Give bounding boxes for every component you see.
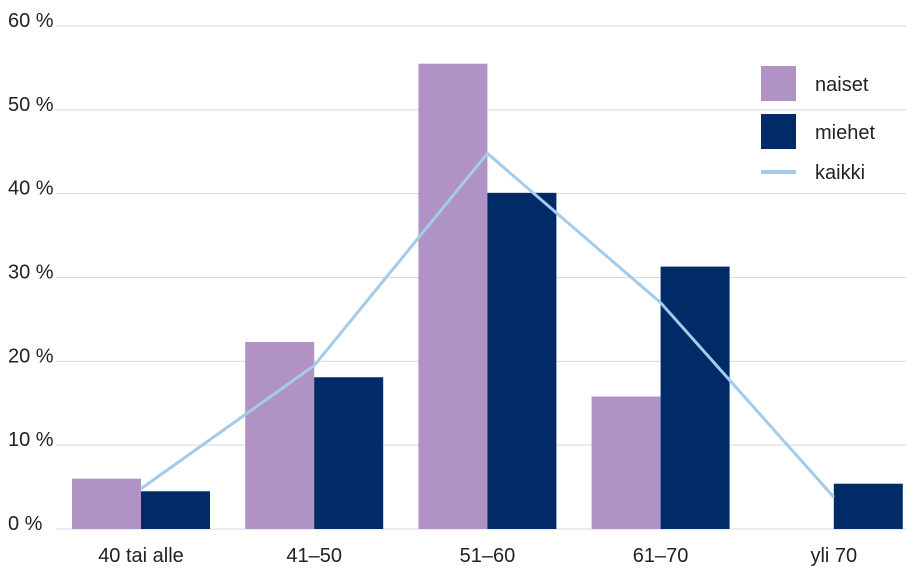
legend-swatch-naiset [761,66,796,101]
legend-label-kaikki: kaikki [815,162,865,184]
bar-miehet [487,192,557,529]
x-tick-label: 51–60 [460,545,516,567]
bar-miehet [833,483,903,529]
y-axis-ticks: 0 % 10 % 20 % 30 % 40 % 50 % 60 % [8,10,54,535]
y-tick-label: 30 % [8,262,54,284]
bar-naiset [591,396,661,529]
y-tick-label: 0 % [8,513,43,535]
x-axis-ticks: 40 tai alle 41–50 51–60 61–70 yli 70 [98,545,857,567]
legend-swatch-miehet [761,114,796,149]
bar-miehet [660,266,730,529]
x-tick-label: 40 tai alle [98,545,184,567]
y-tick-label: 10 % [8,429,54,451]
bar-naiset [245,342,315,529]
bar-miehet [314,377,384,529]
y-tick-label: 50 % [8,94,54,116]
y-tick-label: 40 % [8,178,54,200]
line-kaikki [140,151,835,499]
x-tick-label: 41–50 [286,545,342,567]
legend: naiset miehet kaikki [761,66,875,184]
x-tick-label: 61–70 [633,545,689,567]
legend-label-naiset: naiset [815,74,869,96]
line-series [140,151,835,499]
x-tick-label: yli 70 [810,545,857,567]
bar-naiset [418,63,488,529]
bar-miehet [141,491,210,529]
y-tick-label: 60 % [8,10,54,32]
bar-naiset [72,478,141,529]
bars [72,63,903,529]
legend-label-miehet: miehet [815,122,875,144]
y-tick-label: 20 % [8,345,54,367]
